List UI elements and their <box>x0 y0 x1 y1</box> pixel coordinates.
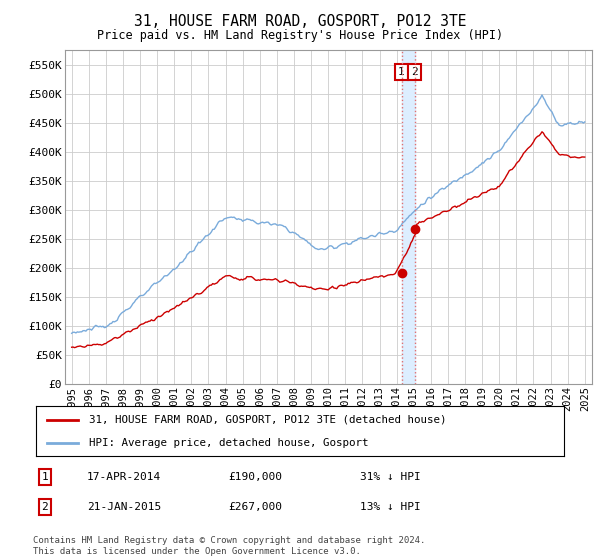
Text: 13% ↓ HPI: 13% ↓ HPI <box>360 502 421 512</box>
Text: HPI: Average price, detached house, Gosport: HPI: Average price, detached house, Gosp… <box>89 438 368 448</box>
Text: 31, HOUSE FARM ROAD, GOSPORT, PO12 3TE: 31, HOUSE FARM ROAD, GOSPORT, PO12 3TE <box>134 14 466 29</box>
Bar <box>401 50 415 384</box>
Text: £267,000: £267,000 <box>228 502 282 512</box>
Text: Price paid vs. HM Land Registry's House Price Index (HPI): Price paid vs. HM Land Registry's House … <box>97 29 503 42</box>
Text: Contains HM Land Registry data © Crown copyright and database right 2024.
This d: Contains HM Land Registry data © Crown c… <box>33 536 425 556</box>
Text: 1: 1 <box>41 472 49 482</box>
Text: 2: 2 <box>41 502 49 512</box>
Text: 21-JAN-2015: 21-JAN-2015 <box>87 502 161 512</box>
Text: 31, HOUSE FARM ROAD, GOSPORT, PO12 3TE (detached house): 31, HOUSE FARM ROAD, GOSPORT, PO12 3TE (… <box>89 414 446 424</box>
Text: £190,000: £190,000 <box>228 472 282 482</box>
Text: 2: 2 <box>411 67 418 77</box>
Text: 17-APR-2014: 17-APR-2014 <box>87 472 161 482</box>
Text: 31% ↓ HPI: 31% ↓ HPI <box>360 472 421 482</box>
Text: 1: 1 <box>398 67 405 77</box>
